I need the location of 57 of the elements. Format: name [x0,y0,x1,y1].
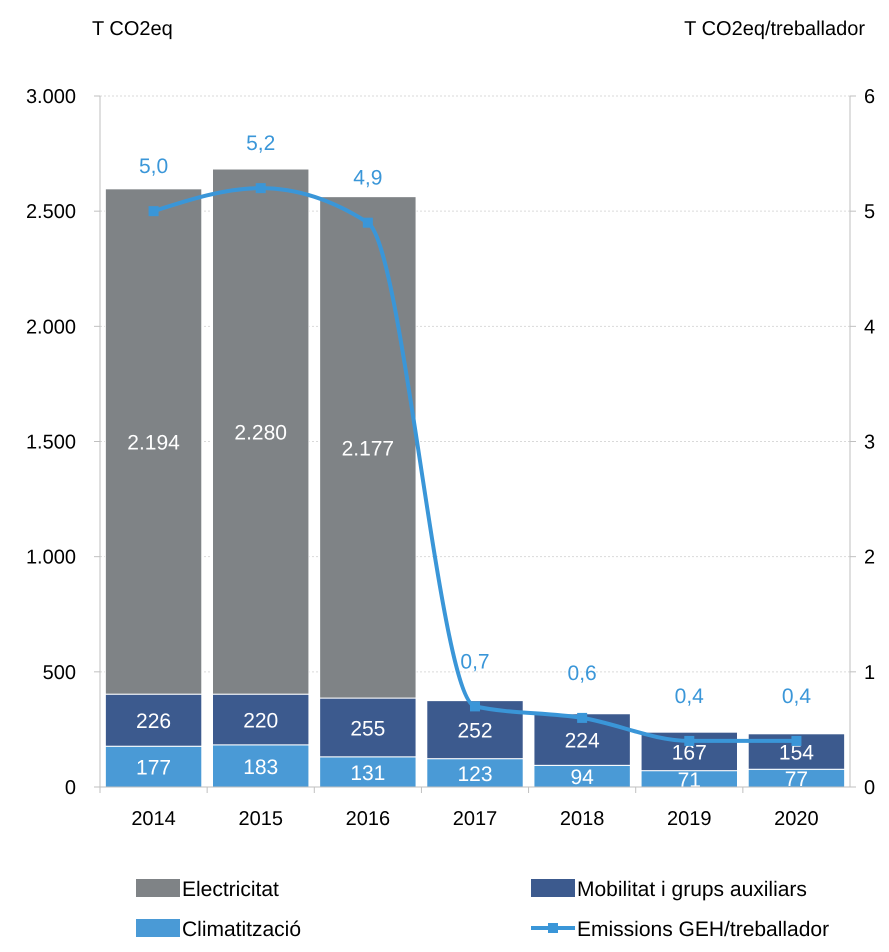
data-label: 226 [136,710,172,734]
data-label: 2.194 [127,432,180,454]
data-label: 0,6 [568,662,597,685]
x-tick-label: 2016 [346,808,390,830]
point [362,218,373,228]
y2-tick-label: 4 [864,316,876,338]
data-label: 255 [350,717,386,740]
y-tick-label: 1.500 [26,432,76,454]
data-label: 154 [778,742,814,765]
y-tick-label: 2.500 [26,201,76,224]
x-tick-label: 2018 [560,808,604,830]
point [148,206,159,216]
x-tick-label: 2020 [774,808,819,830]
data-label: 0,7 [460,650,490,674]
data-label: 0,4 [674,684,704,708]
y-tick-label: 0 [64,777,76,799]
y-tick-label: 2.000 [26,316,76,338]
data-label: 131 [350,762,386,785]
y2-tick-label: 2 [864,546,876,569]
legend-label: Climatització [182,918,302,941]
data-label: 94 [570,766,594,790]
y2-tick-label: 3 [864,432,876,454]
x-tick-label: 2014 [131,808,176,830]
y-axis-title: T CO2eq [92,18,173,40]
legend-label: Electricitat [182,878,280,901]
data-label: 2.177 [342,437,394,460]
legend-label: Emissions GEH/treballador [577,918,830,941]
data-label: 252 [457,720,493,743]
y-tick-label: 1.000 [26,546,76,569]
data-label: 5,0 [138,155,168,178]
data-label: 0,4 [782,684,812,708]
y2-tick-label: 5 [864,201,876,224]
y-tick-label: 3.000 [26,86,76,108]
point [684,736,694,746]
data-label: 183 [243,756,278,779]
data-label: 220 [243,710,278,733]
y2-tick-label: 6 [864,86,876,108]
data-label: 4,9 [353,166,382,190]
y2-tick-label: 0 [864,777,876,799]
data-label: 123 [457,762,493,786]
y2-tick-label: 1 [864,662,876,684]
x-tick-label: 2019 [667,808,712,830]
data-label: 177 [136,756,172,780]
x-tick-label: 2017 [452,808,498,830]
point [256,183,266,194]
y2-axis-title: T CO2eq/treballador [684,18,866,40]
data-label: 2.280 [234,422,287,445]
x-tick-label: 2015 [238,808,283,830]
data-label: 167 [672,741,707,764]
data-label: 5,2 [246,132,276,156]
y-tick-label: 500 [42,662,76,684]
point [791,736,802,746]
point [470,701,480,712]
data-label: 224 [564,730,600,753]
data-label: 77 [784,768,808,792]
point [577,712,588,723]
legend-label: Mobilitat i grups auxiliars [577,878,807,901]
